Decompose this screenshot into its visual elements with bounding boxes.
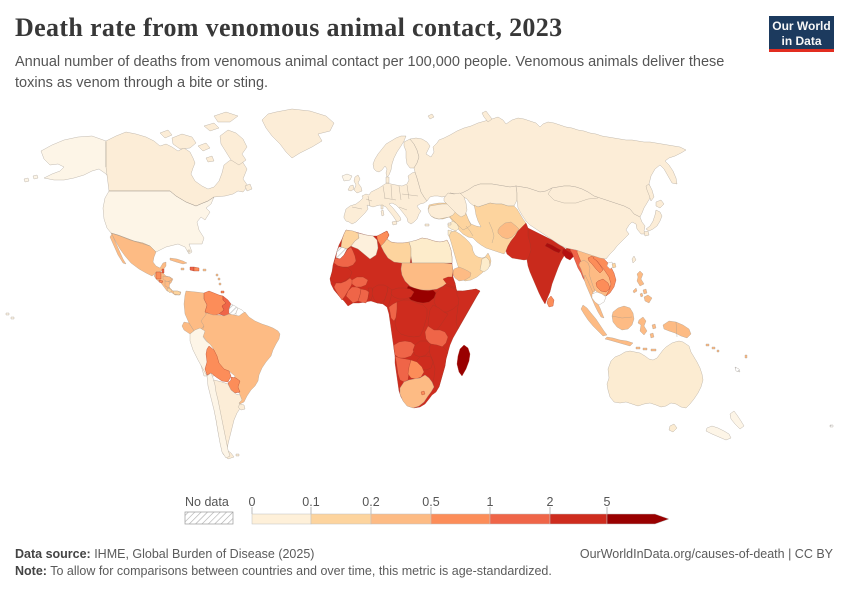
- svg-text:5: 5: [604, 495, 611, 509]
- svg-text:0.5: 0.5: [422, 495, 439, 509]
- svg-text:0.1: 0.1: [302, 495, 319, 509]
- svg-text:No data: No data: [185, 495, 229, 509]
- svg-text:0: 0: [249, 495, 256, 509]
- svg-text:1: 1: [487, 495, 494, 509]
- svg-text:2: 2: [547, 495, 554, 509]
- svg-text:0.2: 0.2: [362, 495, 379, 509]
